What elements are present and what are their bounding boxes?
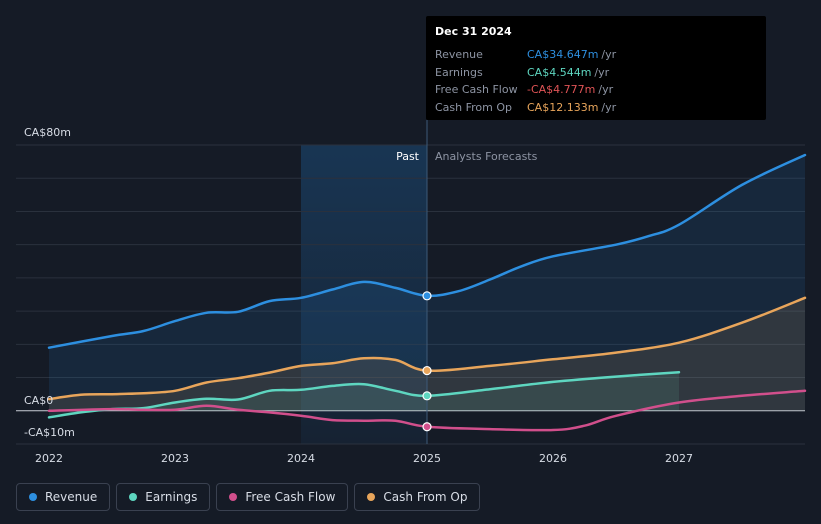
- tooltip-value: -CA$4.777m: [527, 83, 596, 97]
- tooltip-unit: /yr: [601, 48, 617, 62]
- x-axis-label: 2024: [287, 452, 315, 465]
- legend-dot-icon: [129, 493, 138, 501]
- free-cash-flow-point: [422, 422, 432, 432]
- tooltip-value: CA$12.133m: [527, 100, 599, 114]
- tooltip-label: Cash From Op: [435, 100, 513, 114]
- legend-dot-icon: [229, 493, 238, 501]
- tooltip-row-revenue: Revenue CA$34.647m /yr: [435, 46, 757, 64]
- earnings-point: [422, 391, 432, 401]
- tooltip-date: Dec 31 2024: [435, 25, 512, 38]
- tooltip-label: Free Cash Flow: [435, 83, 518, 97]
- tooltip-row-free-cash-flow: Free Cash Flow -CA$4.777m /yr: [435, 81, 757, 99]
- legend-label: Revenue: [45, 490, 98, 504]
- legend-item-cash-from-op[interactable]: Cash From Op: [354, 483, 481, 511]
- tooltip-label: Earnings: [435, 65, 483, 79]
- tooltip: Dec 31 2024 Revenue CA$34.647m /yr Earni…: [426, 16, 766, 120]
- tooltip-unit: /yr: [594, 65, 610, 79]
- x-axis-label: 2027: [665, 452, 693, 465]
- x-axis-label: 2025: [413, 452, 441, 465]
- legend-item-free-cash-flow[interactable]: Free Cash Flow: [216, 483, 349, 511]
- x-axis-labels: 2022 2023 2024 2025 2026 2027: [35, 452, 693, 465]
- tooltip-row-earnings: Earnings CA$4.544m /yr: [435, 64, 757, 82]
- legend-label: Earnings: [145, 490, 198, 504]
- revenue-line: [47, 153, 807, 349]
- series-lines: [47, 153, 807, 432]
- tooltip-label: Revenue: [435, 48, 483, 62]
- legend-item-earnings[interactable]: Earnings: [116, 483, 211, 511]
- legend-label: Free Cash Flow: [245, 490, 336, 504]
- cash-from-op-area: [49, 297, 805, 411]
- y-axis-label: -CA$10m: [24, 426, 75, 439]
- y-axis-label: CA$80m: [24, 126, 71, 139]
- revenue-area: [49, 155, 805, 411]
- legend-label: Cash From Op: [383, 490, 468, 504]
- x-axis-label: 2023: [161, 452, 189, 465]
- legend-dot-icon: [367, 493, 376, 501]
- tooltip-unit: /yr: [601, 100, 617, 114]
- tooltip-unit: /yr: [598, 83, 614, 97]
- tooltip-value: CA$4.544m: [527, 65, 592, 79]
- cash-from-op-point: [422, 365, 432, 376]
- legend: Revenue Earnings Free Cash Flow Cash Fro…: [16, 483, 481, 511]
- revenue-point: [422, 291, 432, 301]
- past-label: Past: [396, 150, 420, 163]
- x-axis-label: 2026: [539, 452, 567, 465]
- highlight-points: [422, 291, 432, 432]
- free-cash-flow-line: [47, 389, 807, 432]
- x-axis-label: 2022: [35, 452, 63, 465]
- tooltip-row-cash-from-op: Cash From Op CA$12.133m /yr: [435, 99, 757, 117]
- y-axis-labels: CA$80m CA$0 -CA$10m: [24, 126, 75, 439]
- cash-from-op-line: [47, 296, 807, 401]
- legend-item-revenue[interactable]: Revenue: [16, 483, 111, 511]
- grid-lines: [16, 144, 805, 445]
- y-axis-label: CA$0: [24, 394, 53, 407]
- tooltip-value: CA$34.647m: [527, 48, 599, 62]
- forecast-label: Analysts Forecasts: [435, 150, 538, 163]
- legend-dot-icon: [29, 493, 37, 501]
